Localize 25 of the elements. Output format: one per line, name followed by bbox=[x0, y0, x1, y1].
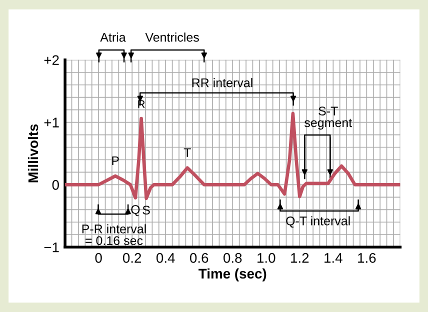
x-tick-label: 0.2 bbox=[122, 253, 142, 263]
x-tick-label: 1.6 bbox=[358, 253, 376, 263]
x-tick-label: 0 bbox=[95, 253, 102, 263]
y-tick-label: 0 bbox=[52, 180, 59, 190]
y-tick-label: +1 bbox=[44, 118, 59, 128]
annotation: S-T segment bbox=[304, 106, 352, 130]
x-axis-title: Time (sec) bbox=[198, 268, 266, 282]
annotation: RR interval bbox=[192, 78, 252, 88]
x-tick-label: 1.0 bbox=[258, 253, 276, 263]
y-axis-title: Millivolts bbox=[28, 124, 38, 182]
annotation: S bbox=[142, 206, 150, 215]
annotation: P-R interval = 0.16 sec bbox=[82, 224, 146, 246]
y-tick-label: +2 bbox=[44, 55, 59, 65]
text: Atria bbox=[100, 32, 126, 42]
y-tick-label: −1 bbox=[44, 242, 59, 252]
annotation: Q bbox=[131, 205, 140, 216]
x-tick-label: 0.8 bbox=[224, 253, 242, 263]
text: Ventricles bbox=[145, 32, 199, 42]
x-tick-label: 1.2 bbox=[291, 253, 309, 263]
annotation: T bbox=[184, 148, 191, 157]
x-tick-label: 0.6 bbox=[190, 253, 208, 263]
annotation: P bbox=[112, 156, 119, 166]
x-tick-label: 0.4 bbox=[156, 253, 175, 263]
annotation: Q-T interval bbox=[286, 216, 350, 228]
x-tick-label: 1.4 bbox=[324, 253, 342, 263]
